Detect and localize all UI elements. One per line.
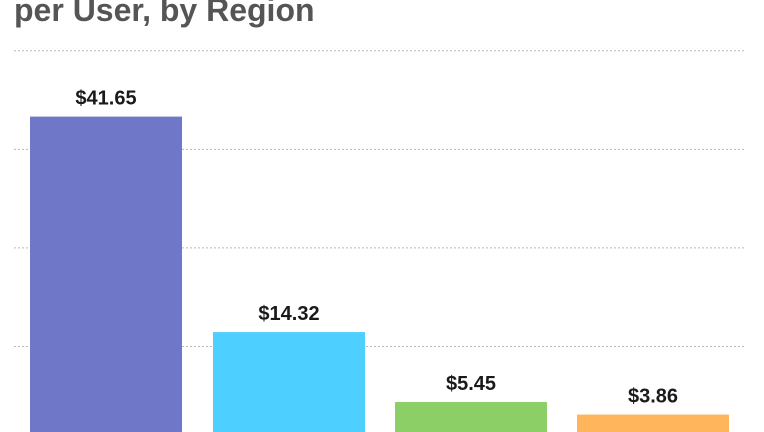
bar-value-label-4: $3.86 <box>628 386 678 408</box>
bar-3 <box>395 402 547 432</box>
bar-value-label-1: $41.65 <box>75 88 136 110</box>
bar-1 <box>30 116 182 432</box>
chart-title: per User, by Region <box>14 0 315 28</box>
bar-value-label-2: $14.32 <box>258 303 319 325</box>
bar-4 <box>577 414 729 432</box>
bar-2 <box>213 332 365 432</box>
bar-value-label-3: $5.45 <box>446 373 496 395</box>
